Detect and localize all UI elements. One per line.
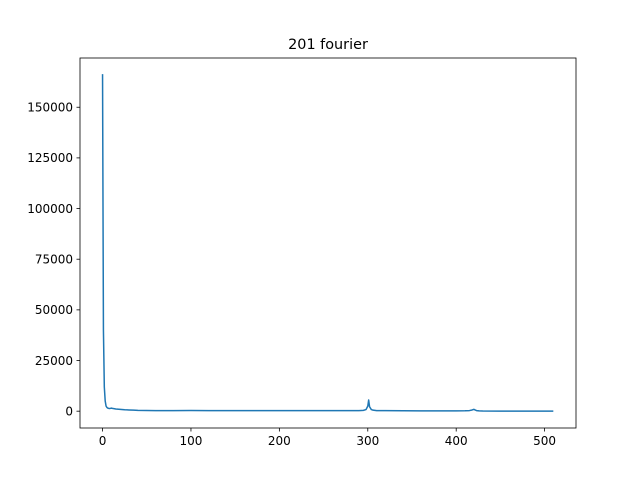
x-tick-label: 400 [445,434,468,448]
x-axis-ticks: 0 100 200 300 400 500 [99,428,556,448]
y-axis-ticks: 0 25000 50000 75000 100000 125000 150000 [27,101,80,418]
x-tick-label: 100 [180,434,203,448]
x-tick-label: 200 [268,434,291,448]
x-tick-label: 0 [99,434,107,448]
y-tick-label: 0 [65,404,73,418]
y-tick-label: 150000 [27,101,73,115]
plot-frame [79,57,577,429]
chart-title: 201 fourier [288,37,368,53]
x-tick-label: 500 [533,434,556,448]
y-tick-label: 100000 [27,202,73,216]
y-tick-label: 50000 [35,303,73,317]
series-layer [101,74,554,412]
y-tick-label: 75000 [35,253,73,267]
x-tick-label: 300 [356,434,379,448]
y-tick-label: 125000 [27,151,73,165]
y-tick-label: 25000 [35,354,73,368]
series-line [101,74,554,412]
